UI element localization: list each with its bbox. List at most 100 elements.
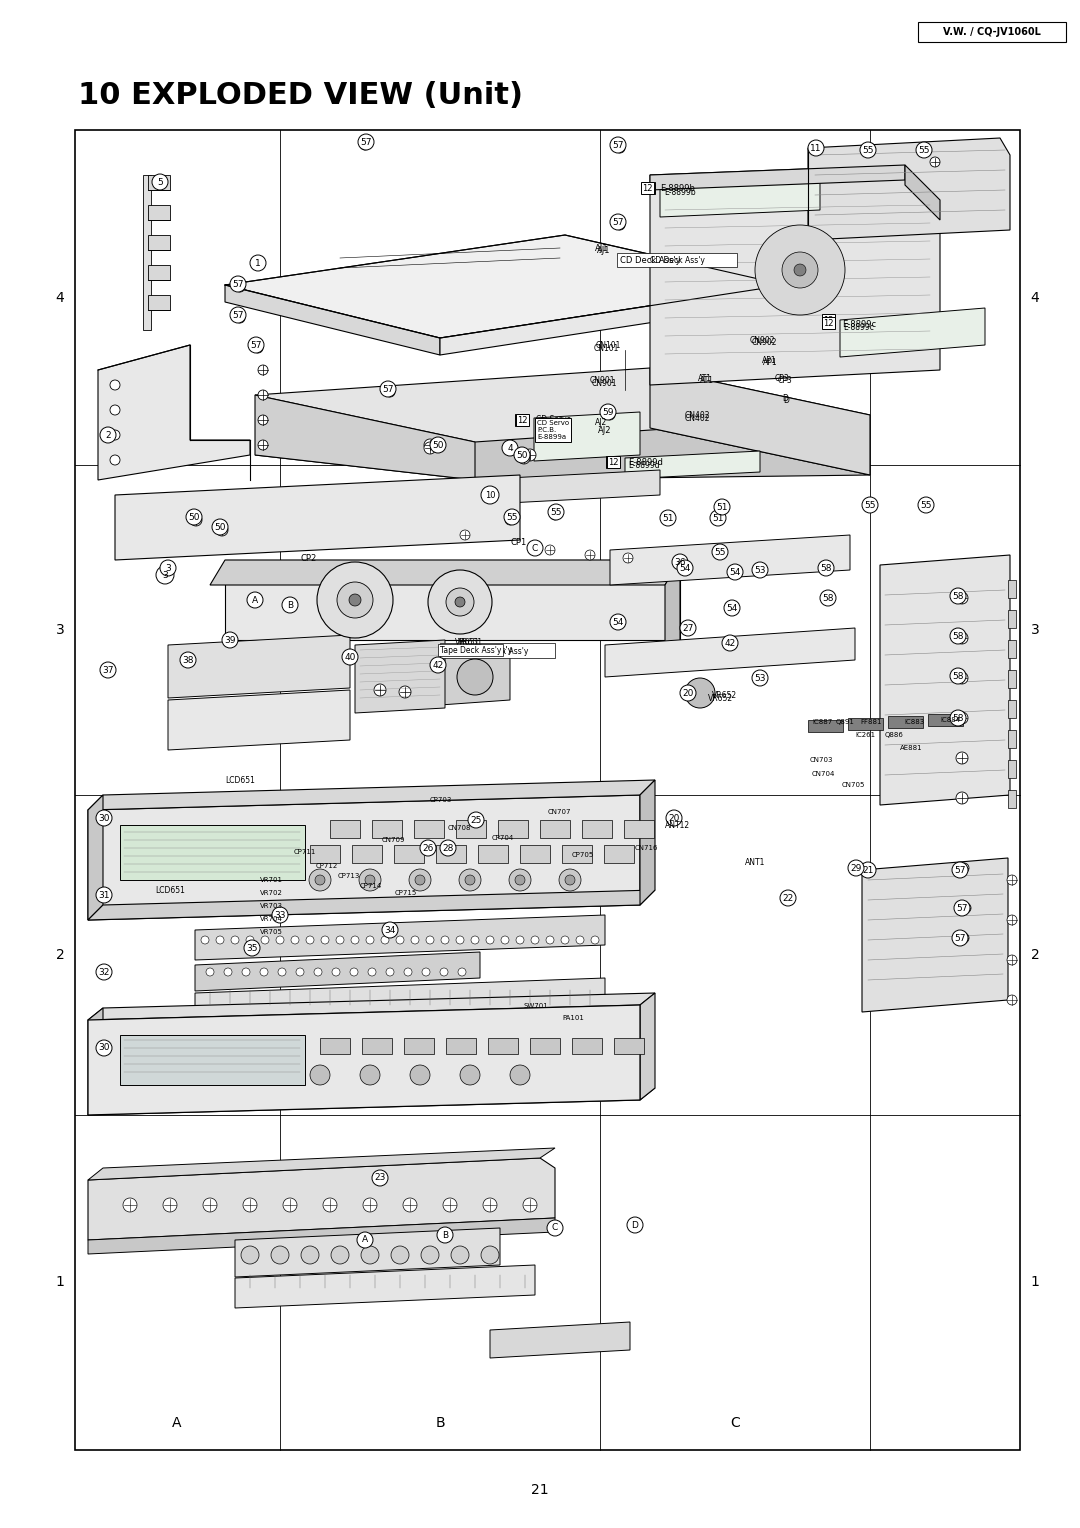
Polygon shape xyxy=(235,1229,500,1277)
Bar xyxy=(478,845,508,863)
Circle shape xyxy=(309,869,330,891)
Bar xyxy=(604,845,634,863)
Text: E-8899b: E-8899b xyxy=(660,183,694,193)
Circle shape xyxy=(591,937,599,944)
Text: VR703: VR703 xyxy=(260,903,283,909)
Polygon shape xyxy=(148,264,170,280)
Text: CP1: CP1 xyxy=(510,538,526,547)
Polygon shape xyxy=(862,859,1008,1012)
Text: VR651: VR651 xyxy=(458,637,483,646)
Circle shape xyxy=(244,940,260,957)
Circle shape xyxy=(424,442,436,454)
Text: 57: 57 xyxy=(955,934,966,943)
Circle shape xyxy=(504,509,519,526)
Circle shape xyxy=(189,512,201,524)
Circle shape xyxy=(428,570,492,634)
Circle shape xyxy=(672,555,688,570)
Bar xyxy=(1008,581,1016,597)
Text: 54: 54 xyxy=(729,567,741,576)
Polygon shape xyxy=(148,176,170,189)
Circle shape xyxy=(415,876,426,885)
Text: 31: 31 xyxy=(98,891,110,900)
Circle shape xyxy=(380,380,396,397)
Text: 58: 58 xyxy=(953,714,963,723)
Text: CN708: CN708 xyxy=(448,825,472,831)
Circle shape xyxy=(950,668,966,685)
Text: VR651: VR651 xyxy=(455,637,481,646)
Text: 2: 2 xyxy=(105,431,111,440)
Text: E-8899d: E-8899d xyxy=(627,460,660,469)
Circle shape xyxy=(514,448,530,463)
Circle shape xyxy=(96,1041,112,1056)
Circle shape xyxy=(424,439,436,451)
Circle shape xyxy=(235,313,245,322)
Circle shape xyxy=(546,937,554,944)
Text: 58: 58 xyxy=(820,564,832,573)
Circle shape xyxy=(610,214,626,231)
Text: CP703: CP703 xyxy=(430,798,453,804)
Text: 1: 1 xyxy=(1030,1274,1039,1290)
Polygon shape xyxy=(148,295,170,310)
Text: CN901: CN901 xyxy=(592,379,618,388)
Circle shape xyxy=(310,1065,330,1085)
Text: CP704: CP704 xyxy=(492,834,514,840)
Circle shape xyxy=(523,1198,537,1212)
Text: CP712: CP712 xyxy=(316,863,338,869)
Text: Q886: Q886 xyxy=(885,732,904,738)
Polygon shape xyxy=(87,1218,555,1254)
Circle shape xyxy=(278,969,286,976)
Bar xyxy=(562,845,592,863)
Polygon shape xyxy=(87,1158,555,1241)
Circle shape xyxy=(399,686,411,698)
Circle shape xyxy=(780,889,796,906)
Polygon shape xyxy=(210,559,680,585)
Circle shape xyxy=(315,876,325,885)
Circle shape xyxy=(110,455,120,465)
Polygon shape xyxy=(640,993,654,1100)
Circle shape xyxy=(455,597,465,607)
Polygon shape xyxy=(87,1005,640,1115)
Circle shape xyxy=(950,711,966,726)
Circle shape xyxy=(950,628,966,643)
Polygon shape xyxy=(225,235,785,338)
Text: 42: 42 xyxy=(432,660,444,669)
Polygon shape xyxy=(168,691,350,750)
Circle shape xyxy=(272,908,288,923)
Circle shape xyxy=(430,437,446,452)
Circle shape xyxy=(610,138,626,153)
Bar xyxy=(1008,759,1016,778)
Text: Q891: Q891 xyxy=(836,720,855,724)
Polygon shape xyxy=(650,165,905,189)
Text: 1: 1 xyxy=(255,258,261,267)
Circle shape xyxy=(224,969,232,976)
Text: 12: 12 xyxy=(516,416,527,425)
Circle shape xyxy=(959,863,969,872)
Circle shape xyxy=(271,1245,289,1264)
Text: 4: 4 xyxy=(56,290,65,306)
Circle shape xyxy=(460,1065,480,1085)
Bar xyxy=(540,821,570,837)
Circle shape xyxy=(258,440,268,451)
Text: 28: 28 xyxy=(443,843,454,853)
Text: AJ2: AJ2 xyxy=(595,417,607,426)
Polygon shape xyxy=(255,396,475,480)
Text: A: A xyxy=(252,596,258,605)
Text: 54: 54 xyxy=(612,617,623,626)
Circle shape xyxy=(615,220,625,231)
Text: VR705: VR705 xyxy=(260,929,283,935)
Circle shape xyxy=(524,449,536,461)
Circle shape xyxy=(459,869,481,891)
Text: 33: 33 xyxy=(274,911,286,920)
Text: 22: 22 xyxy=(782,894,794,903)
Circle shape xyxy=(235,283,245,292)
Circle shape xyxy=(249,255,266,270)
Text: 4: 4 xyxy=(1030,290,1039,306)
Text: 59: 59 xyxy=(603,408,613,417)
Circle shape xyxy=(545,545,555,555)
Circle shape xyxy=(363,1198,377,1212)
Circle shape xyxy=(260,969,268,976)
Circle shape xyxy=(723,636,738,651)
Bar xyxy=(120,825,305,880)
Circle shape xyxy=(865,144,875,153)
Bar xyxy=(617,254,737,267)
